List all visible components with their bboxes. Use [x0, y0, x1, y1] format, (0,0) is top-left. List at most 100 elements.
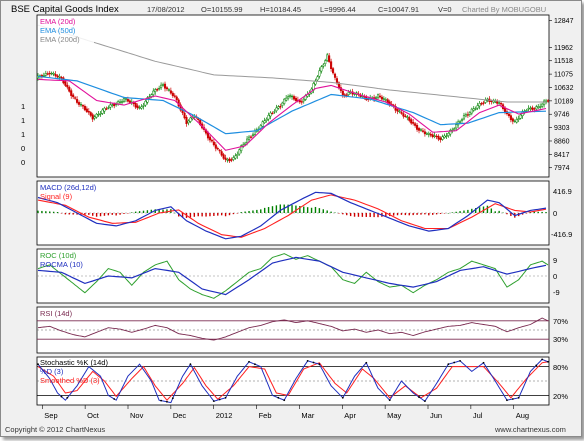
candle	[234, 155, 237, 159]
legend-stoch-d: %D (3)	[40, 367, 64, 376]
candle	[265, 118, 268, 121]
macd-histogram-bar	[490, 208, 493, 213]
candle	[324, 60, 327, 65]
macd-histogram-bar	[220, 213, 223, 216]
macd-histogram-bar	[377, 213, 379, 218]
candle	[406, 116, 409, 118]
legend-ema200: EMA (200d)	[40, 35, 80, 44]
legend-stoch-sd: Smoothed %D (3)	[40, 376, 100, 385]
stoch-extreme-dot	[365, 361, 368, 364]
macd-histogram-bar	[396, 213, 399, 216]
candle	[437, 135, 440, 140]
x-tick-label: Feb	[259, 411, 272, 420]
candle	[494, 101, 497, 103]
candle	[189, 117, 192, 122]
candle	[332, 68, 335, 74]
macd-histogram-bar	[41, 210, 43, 213]
candle	[56, 75, 59, 78]
macd-histogram-bar	[232, 213, 235, 215]
left-axis-label: 0	[21, 158, 25, 167]
macd-histogram-bar	[318, 208, 321, 213]
macd-histogram-bar	[400, 213, 403, 215]
legend-signal: Signal (9)	[40, 192, 73, 201]
stoch-extreme-dot	[212, 400, 215, 403]
stoch-extreme-dot	[547, 360, 549, 363]
stoch-tick-80: 80%	[553, 363, 568, 372]
candle	[535, 106, 538, 110]
candle	[515, 119, 518, 123]
candle	[271, 112, 274, 115]
roc-tick-top: 9	[553, 256, 557, 265]
candle	[144, 100, 147, 106]
candle	[120, 101, 124, 103]
macd-histogram-bar	[349, 213, 352, 217]
stoch-k-line	[37, 358, 549, 404]
stoch-extreme-dot	[482, 361, 485, 364]
header-low: L=9996.44	[320, 5, 356, 14]
candle	[249, 136, 253, 138]
candle	[122, 98, 126, 102]
price-tick-label: 9303	[554, 125, 570, 132]
macd-histogram-bar	[213, 213, 215, 216]
rsi-tick-70: 70%	[553, 317, 568, 326]
candle	[46, 73, 49, 75]
roc-tick-zero: 0	[553, 272, 557, 281]
macd-histogram-bar	[475, 208, 477, 213]
macd-histogram-bar	[217, 213, 219, 216]
price-tick-label: 10632	[554, 85, 574, 92]
macd-histogram-bar	[154, 209, 156, 213]
macd-histogram-bar	[404, 213, 407, 216]
macd-histogram-bar	[209, 213, 211, 217]
candle	[427, 132, 430, 135]
price-tick-label: 11075	[554, 72, 573, 79]
candle	[150, 94, 153, 97]
candle	[187, 120, 190, 124]
macd-histogram-bar	[92, 213, 94, 216]
macd-histogram-bar	[510, 213, 512, 216]
candle	[238, 149, 241, 155]
macd-histogram-bar	[326, 210, 328, 213]
left-axis-label: 1	[21, 116, 25, 125]
candle	[517, 118, 520, 120]
candle	[222, 154, 225, 159]
price-tick-label: 12847	[554, 18, 574, 25]
candle	[345, 94, 348, 96]
rsi-series	[37, 317, 549, 341]
stoch-extreme-dot	[517, 396, 520, 399]
candle	[247, 136, 251, 140]
candle	[224, 157, 227, 160]
macd-histogram-bar	[334, 212, 336, 214]
macd-histogram-bar	[287, 204, 289, 213]
stoch-extreme-dot	[248, 360, 250, 363]
candle	[433, 135, 436, 137]
x-tick-label: May	[387, 411, 401, 420]
candle	[160, 84, 163, 89]
candle	[95, 113, 98, 118]
candle	[261, 121, 264, 127]
candle	[470, 108, 473, 114]
macd-histogram-bar	[314, 206, 317, 213]
macd-line	[37, 191, 547, 240]
stoch-extreme-dot	[318, 363, 321, 366]
candle	[460, 119, 464, 121]
macd-histogram-bar	[123, 213, 125, 214]
candle	[42, 75, 45, 77]
candle	[236, 154, 239, 156]
macd-histogram-bar	[228, 213, 231, 216]
price-tick-label: 8860	[554, 138, 570, 145]
candle	[244, 142, 247, 145]
macd-tick-top: 416.9	[553, 187, 572, 196]
macd-histogram-bar	[150, 209, 153, 213]
stoch-tick-20: 20%	[553, 392, 568, 401]
macd-histogram-bar	[103, 213, 106, 216]
left-axis-label: 1	[21, 130, 25, 139]
candle	[167, 89, 170, 91]
candle	[214, 144, 217, 149]
stoch-extreme-dot	[37, 363, 39, 366]
macd-histogram-bar	[455, 211, 457, 213]
candle	[445, 135, 448, 138]
candle	[544, 100, 548, 103]
macd-histogram-bar	[135, 211, 137, 213]
candle	[70, 90, 73, 96]
candle	[210, 139, 213, 142]
